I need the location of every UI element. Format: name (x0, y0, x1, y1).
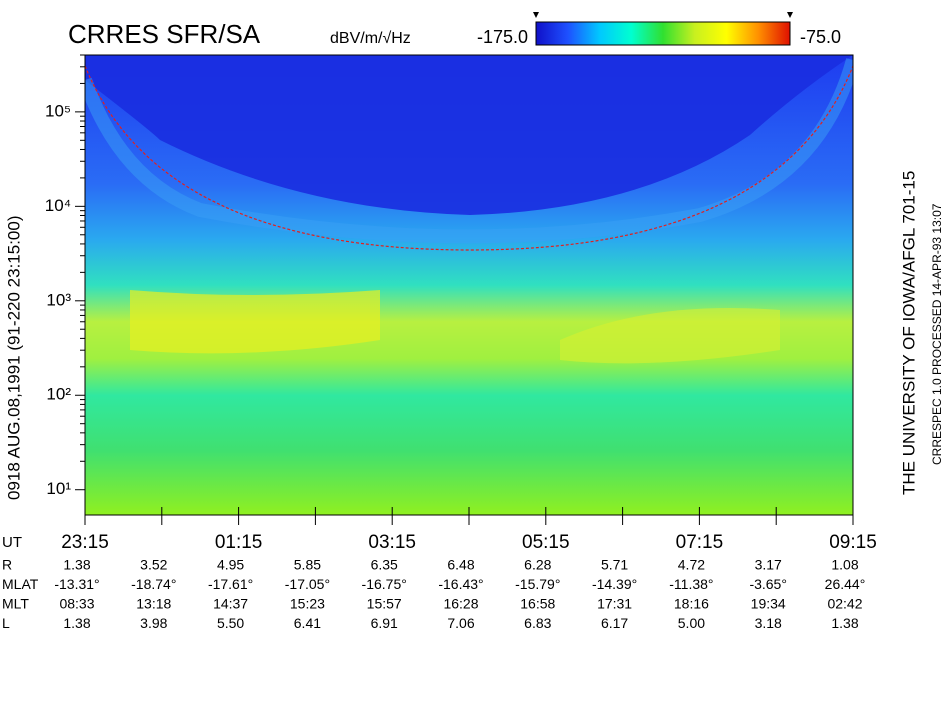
x-axis-label: UT (2, 534, 22, 551)
ephemeris-label: R (2, 557, 12, 573)
ephemeris-value: -16.43° (438, 576, 483, 592)
date-label: 0918 AUG.08,1991 (91-220 23:15:00) (4, 216, 23, 501)
y-tick-label: 10⁵ (45, 101, 71, 120)
ephemeris-value: -3.65° (749, 576, 787, 592)
ephemeris-value: 6.28 (524, 557, 551, 573)
ephemeris-value: 6.83 (524, 615, 551, 631)
ephemeris-label: MLAT (2, 576, 39, 592)
ephemeris-value: 15:57 (367, 596, 402, 612)
x-tick-label: 23:15 (61, 532, 109, 553)
ephemeris-value: 5.00 (678, 615, 705, 631)
ephemeris-value: -17.05° (285, 576, 330, 592)
colorbar-tick-label: -175.0 (477, 27, 528, 47)
ephemeris-value: 17:31 (597, 596, 632, 612)
ephemeris-value: 26.44° (825, 576, 866, 592)
ephemeris-value: -13.31° (54, 576, 99, 592)
ephemeris-value: 3.98 (140, 615, 167, 631)
ephemeris-value: 02:42 (827, 596, 862, 612)
ephemeris-value: 6.48 (447, 557, 474, 573)
ephemeris-value: -11.38° (669, 576, 713, 592)
ephemeris-value: 6.91 (371, 615, 398, 631)
ephemeris-value: 18:16 (674, 596, 709, 612)
ephemeris-value: 13:18 (136, 596, 171, 612)
ephemeris-value: 1.08 (831, 557, 858, 573)
colorbar (535, 21, 791, 46)
y-tick-label: 10¹ (46, 479, 71, 498)
ephemeris-value: 5.71 (601, 557, 628, 573)
colorbar-label: dBV/m/√Hz (330, 30, 411, 47)
colorbar-tick (533, 12, 539, 18)
y-tick-label: 10³ (46, 290, 71, 309)
ephemeris-value: 16:58 (520, 596, 555, 612)
ephemeris-value: 3.17 (755, 557, 782, 573)
processing-label: CRRESPEC 1.0 PROCESSED 14-APR-93 13:07 (930, 203, 944, 465)
x-tick-label: 01:15 (215, 532, 263, 553)
ephemeris-value: 19:34 (751, 596, 786, 612)
ephemeris-value: 3.18 (755, 615, 782, 631)
ephemeris-value: 6.35 (371, 557, 398, 573)
ephemeris-value: 1.38 (831, 615, 858, 631)
x-tick-label: 09:15 (829, 532, 877, 553)
ephemeris-value: 6.41 (294, 615, 321, 631)
ephemeris-value: 4.95 (217, 557, 244, 573)
ephemeris-value: -16.75° (362, 576, 407, 592)
ephemeris-value: 15:23 (290, 596, 325, 612)
ephemeris-value: -15.79° (515, 576, 560, 592)
ephemeris-value: -17.61° (208, 576, 253, 592)
ephemeris-value: 1.38 (63, 615, 90, 631)
colorbar-tick (787, 12, 793, 18)
colorbar-tick-label: -75.0 (800, 27, 841, 47)
ephemeris-value: 5.85 (294, 557, 321, 573)
ephemeris-value: 1.38 (63, 557, 90, 573)
ephemeris-value: 08:33 (59, 596, 94, 612)
ephemeris-value: 6.17 (601, 615, 628, 631)
spectrogram-image (85, 55, 853, 515)
ephemeris-value: 3.52 (140, 557, 167, 573)
y-tick-label: 10⁴ (45, 196, 71, 215)
x-tick-label: 05:15 (522, 532, 570, 553)
ephemeris-label: L (2, 615, 10, 631)
chart-title: CRRES SFR/SA (68, 19, 261, 49)
x-tick-label: 07:15 (676, 532, 724, 553)
ephemeris-value: -14.39° (592, 576, 637, 592)
ephemeris-value: 4.72 (678, 557, 705, 573)
ephemeris-value: 5.50 (217, 615, 244, 631)
institution-label: THE UNIVERSITY OF IOWA/AFGL 701-15 (899, 171, 918, 495)
ephemeris-value: 14:37 (213, 596, 248, 612)
ephemeris-label: MLT (2, 596, 29, 612)
y-tick-label: 10² (46, 385, 71, 404)
x-tick-label: 03:15 (368, 532, 416, 553)
ephemeris-value: 16:28 (443, 596, 478, 612)
ephemeris-value: 7.06 (447, 615, 474, 631)
ephemeris-value: -18.74° (131, 576, 176, 592)
